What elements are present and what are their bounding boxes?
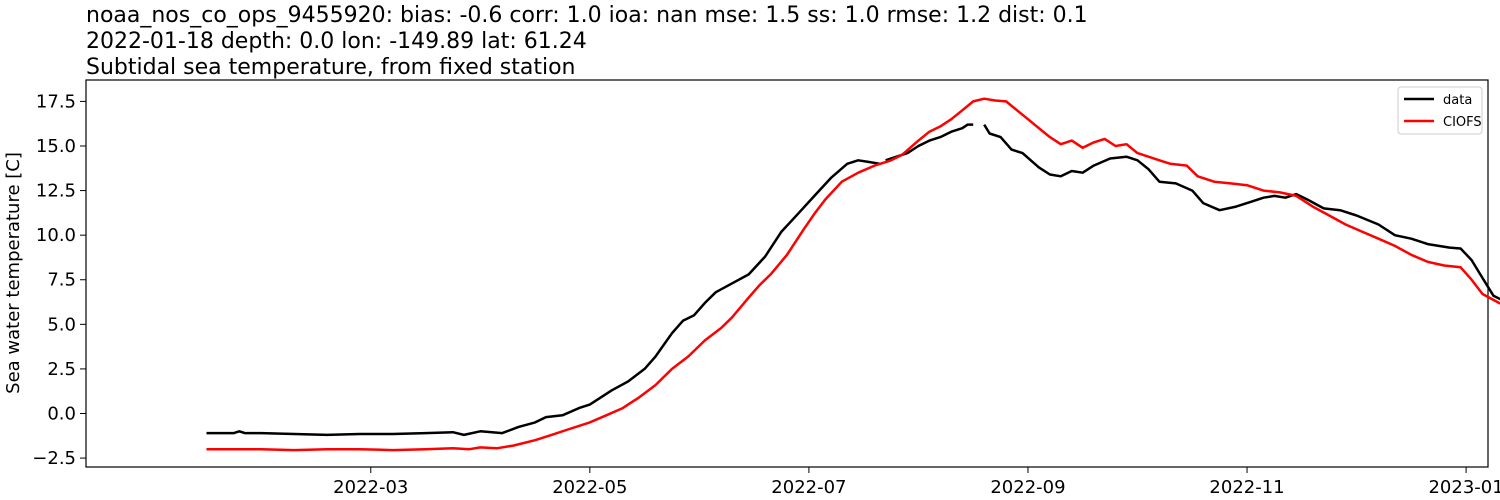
legend-label-data: data [1443, 93, 1472, 108]
y-tick-label: −2.5 [32, 448, 76, 469]
x-tick-label: 2022-07 [771, 477, 846, 498]
x-tick-label: 2022-05 [552, 477, 627, 498]
y-tick-label: 17.5 [36, 91, 76, 112]
series-lines [206, 97, 1500, 452]
x-tick-label: 2022-03 [333, 477, 408, 498]
series-line-data-segment-2 [983, 123, 1500, 301]
legend-label-ciofs: CIOFS [1443, 115, 1482, 130]
x-axis: 2022-03 2022-05 2022-07 2022-09 2022-11 2023-… [333, 467, 1500, 498]
series-line-data-segment-0 [206, 159, 881, 437]
y-tick-label: 12.5 [36, 181, 76, 202]
x-tick-label: 2022-11 [1209, 477, 1284, 498]
y-axis-label: Sea water temperature [C] [3, 152, 24, 394]
chart-title-line-3: Subtidal sea temperature, from fixed sta… [86, 55, 576, 80]
x-tick-label: 2022-09 [990, 477, 1065, 498]
y-tick-label: 2.5 [47, 359, 76, 380]
y-tick-label: 15.0 [36, 136, 76, 157]
legend: data CIOFS [1397, 86, 1483, 135]
series-line-data-segment-1 [885, 123, 974, 162]
plot-area [85, 79, 1489, 468]
y-tick-label: 5.0 [47, 314, 76, 335]
x-tick-label: 2023-01 [1428, 477, 1500, 498]
y-tick-label: 10.0 [36, 225, 76, 246]
y-tick-label: 0.0 [47, 403, 76, 424]
chart-title-line-1: noaa_nos_co_ops_9455920: bias: -0.6 corr… [86, 3, 1088, 28]
chart-title: noaa_nos_co_ops_9455920: bias: -0.6 corr… [86, 3, 1088, 80]
y-tick-label: 7.5 [47, 270, 76, 291]
y-axis: −2.5 0.0 2.5 5.0 7.5 10.0 12.5 15.0 17.5 [32, 91, 86, 469]
series-line-ciofs-segment-0 [206, 97, 1500, 452]
chart-title-line-2: 2022-01-18 depth: 0.0 lon: -149.89 lat: … [86, 29, 587, 54]
